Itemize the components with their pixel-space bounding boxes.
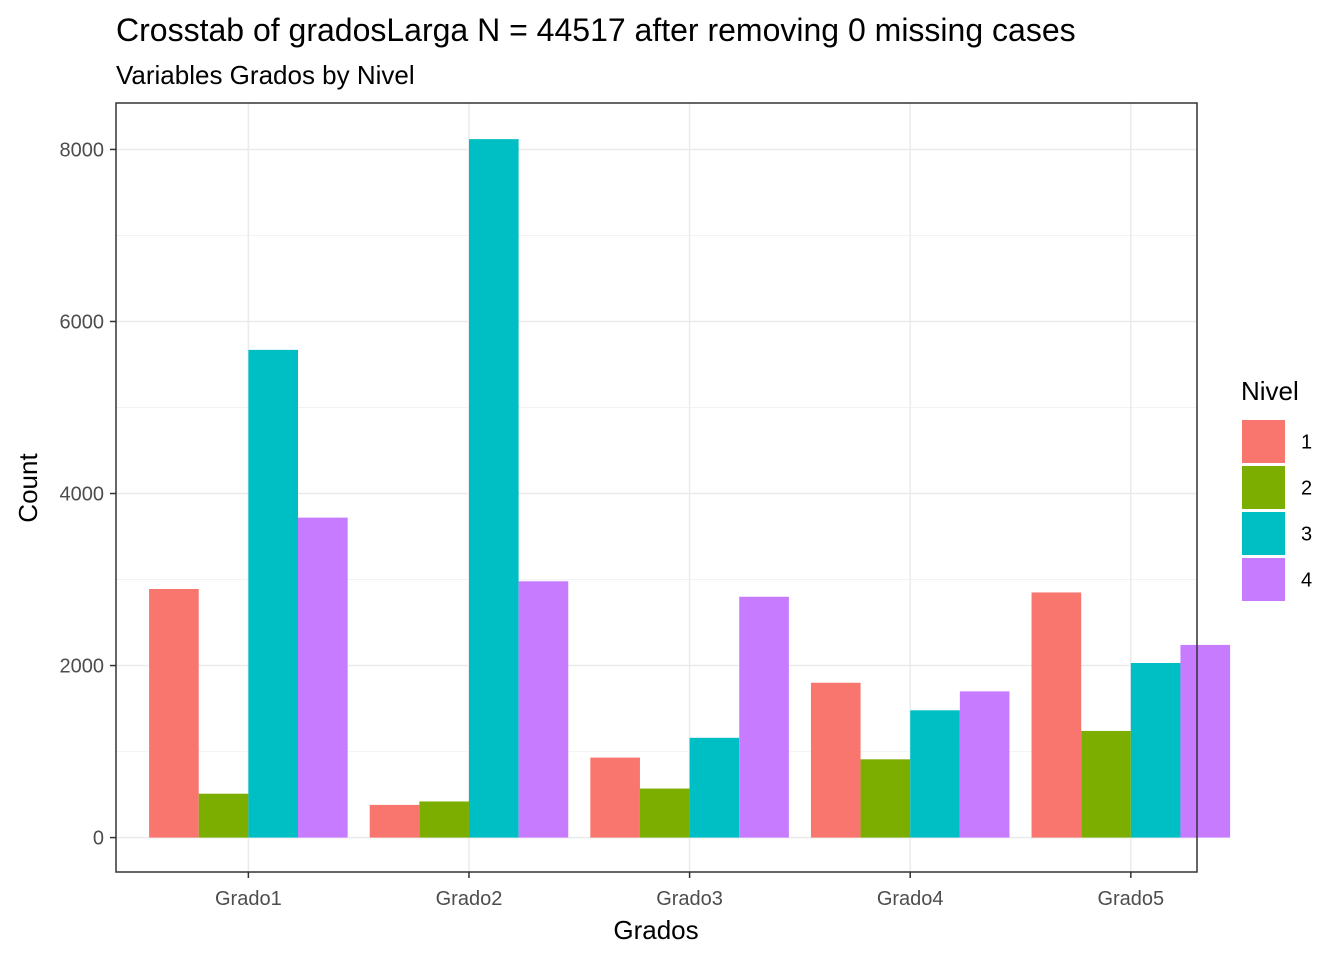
bar-grado5-nivel-1 [1031,592,1082,838]
bar-grado1-nivel-3 [248,349,299,838]
legend-label-nivel-1: 1 [1301,432,1312,454]
legend-key-nivel-3 [1242,512,1285,555]
bar-grado2-nivel-4 [518,581,569,838]
legend-key-nivel-4 [1242,558,1285,601]
legend-key-nivel-1 [1242,420,1285,463]
bar-grado3-nivel-4 [739,596,789,838]
y-tick-label: 2000 [60,656,105,678]
y-tick-label: 4000 [60,484,105,506]
bar-grado5-nivel-3 [1130,662,1181,838]
bar-grado2-nivel-2 [419,801,469,838]
y-axis: 0 2000 4000 6000 8000 [60,139,116,850]
bar-grado2-nivel-3 [468,139,519,838]
bar-grado4-nivel-2 [860,759,911,838]
y-tick-label: 0 [93,828,104,850]
bar-grado4-nivel-1 [810,682,861,838]
chart-title: Crosstab of gradosLarga N = 44517 after … [116,12,1076,48]
legend-key-nivel-2 [1242,466,1285,509]
y-tick-label: 8000 [60,139,105,161]
bar-grado1-nivel-2 [198,793,249,838]
bar-grado1-nivel-1 [149,589,199,838]
x-tick-label: Grado3 [656,888,723,910]
bar-grado4-nivel-3 [910,710,960,838]
x-tick-label: Grado5 [1097,888,1164,910]
bar-grado5-nivel-4 [1180,644,1231,838]
legend-label-nivel-2: 2 [1301,478,1312,500]
bar-grado3-nivel-3 [689,737,740,838]
bar-grado3-nivel-2 [639,788,690,838]
legend-label-nivel-4: 4 [1301,570,1312,592]
plot-border [115,102,1198,873]
x-tick-label: Grado2 [436,888,503,910]
bars [149,139,1231,838]
legend-title: Nivel [1241,376,1299,406]
legend-label-nivel-3: 3 [1301,524,1312,546]
chart-subtitle: Variables Grados by Nivel [116,60,415,90]
y-axis-title: Count [13,453,43,523]
x-axis: Grado1 Grado2 Grado3 Grado4 Grado5 [215,872,1164,910]
x-tick-label: Grado4 [877,888,944,910]
bar-grado4-nivel-4 [959,691,1010,838]
bar-grado1-nivel-4 [298,517,348,838]
bar-grado5-nivel-2 [1081,730,1131,838]
x-tick-label: Grado1 [215,888,282,910]
bar-grado3-nivel-1 [590,757,640,838]
bar-grado2-nivel-1 [369,804,420,838]
y-tick-label: 6000 [60,311,105,333]
x-axis-title: Grados [613,915,698,945]
legend: Nivel 1 2 3 4 [1241,376,1312,601]
